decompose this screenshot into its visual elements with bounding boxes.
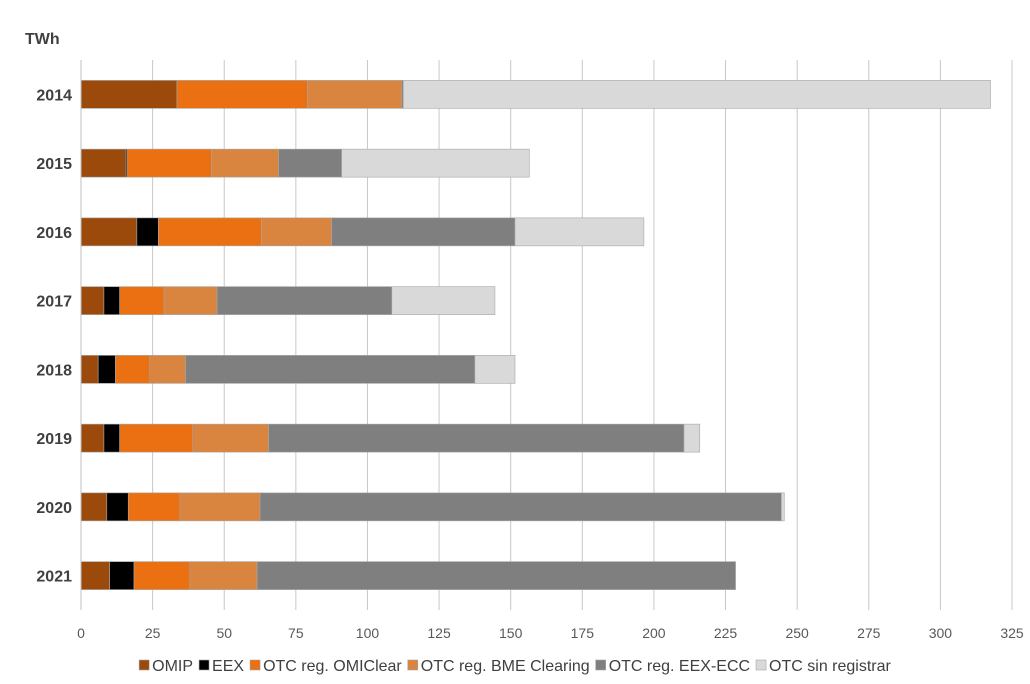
bar-segment	[109, 561, 135, 590]
bar-segment	[514, 217, 645, 247]
bar-segment	[80, 561, 110, 590]
bar-segment	[80, 355, 99, 384]
bars	[80, 80, 991, 590]
legend-swatch	[138, 659, 150, 671]
bar-segment	[307, 80, 403, 109]
bar-segment	[119, 423, 194, 453]
legend-swatch	[595, 659, 606, 671]
legend-label: OMIP	[152, 658, 193, 675]
bar-segment	[119, 286, 165, 315]
x-tick-label: 0	[77, 625, 85, 641]
bar-segment	[176, 80, 308, 109]
x-tick-label: 100	[356, 625, 380, 641]
bar-segment	[103, 286, 120, 315]
legend-swatch	[407, 659, 419, 671]
legend-swatch	[198, 659, 210, 671]
bar-segment	[474, 355, 516, 384]
legend-label: EEX	[212, 658, 244, 675]
bar-segment	[192, 423, 269, 453]
x-tick-label: 25	[145, 625, 161, 641]
bar-segment	[278, 148, 342, 178]
x-tick-label: 175	[571, 625, 595, 641]
bar-segment	[163, 286, 218, 315]
gridlines	[152, 60, 1013, 610]
legend-label: OTC reg. OMIClear	[263, 658, 402, 675]
bar-segment	[80, 286, 105, 315]
bar-segment	[97, 355, 116, 384]
category-label: 2014	[36, 87, 72, 104]
x-tick-label: 75	[288, 625, 304, 641]
x-tick-label: 50	[216, 625, 232, 641]
x-tick-label: 300	[929, 625, 953, 641]
bar-segment	[683, 423, 701, 453]
bar-segment	[268, 423, 685, 453]
bar-segment	[158, 217, 262, 247]
bar-segment	[106, 492, 129, 522]
x-tick-label: 250	[785, 625, 809, 641]
bar-segment	[136, 217, 159, 247]
bar-segment	[781, 492, 785, 522]
x-tick-label: 225	[714, 625, 738, 641]
bar-segment	[80, 217, 138, 247]
bar-segment	[185, 355, 476, 384]
x-tick-label: 125	[427, 625, 451, 641]
bar-segment	[149, 355, 186, 384]
bar-segment	[256, 561, 736, 590]
bar-segment	[80, 148, 126, 178]
bar-segment	[259, 492, 782, 522]
bar-segment	[103, 423, 120, 453]
category-label: 2020	[36, 500, 72, 517]
bar-segment	[391, 286, 496, 315]
bar-segment	[402, 80, 991, 109]
category-label: 2015	[36, 156, 72, 173]
legend-label: OTC reg. BME Clearing	[421, 658, 590, 675]
bar-segment	[115, 355, 151, 384]
category-label: 2021	[36, 569, 72, 586]
legend: OMIP EEX OTC reg. OMIClear OTC reg. BME Cle…	[138, 658, 892, 675]
legend-swatch	[249, 659, 261, 671]
x-tick-labels: 0 25 50 75 100 125 150 175 200 225 250 275 300 325	[77, 625, 1024, 641]
x-tick-label: 325	[1000, 625, 1024, 641]
category-label: 2016	[36, 225, 72, 242]
x-tick-label: 200	[642, 625, 666, 641]
bar-segment	[80, 423, 105, 453]
bar-segment	[331, 217, 516, 247]
legend-swatch	[755, 659, 767, 671]
bar-segment	[216, 286, 393, 315]
x-tick-label: 150	[499, 625, 523, 641]
legend-label: OTC reg. EEX-ECC	[609, 658, 750, 675]
y-axis-unit-label: TWh	[25, 31, 60, 48]
bar-segment	[341, 148, 530, 178]
category-label: 2018	[36, 362, 72, 379]
bar-segment	[211, 148, 279, 178]
bar-segment	[80, 492, 108, 522]
x-tick-label: 275	[857, 625, 881, 641]
bar-segment	[261, 217, 332, 247]
bar-segment	[126, 148, 212, 178]
category-labels: 2014 2015 2016 2017 2018 2019 2020 2021	[36, 87, 72, 585]
bar-segment	[189, 561, 258, 590]
category-label: 2019	[36, 431, 72, 448]
bar-segment	[179, 492, 261, 522]
bar-segment	[127, 492, 181, 522]
bar-segment	[80, 80, 178, 109]
legend-label: OTC sin registrar	[769, 658, 891, 675]
bar-segment	[133, 561, 191, 590]
category-label: 2017	[36, 294, 72, 311]
